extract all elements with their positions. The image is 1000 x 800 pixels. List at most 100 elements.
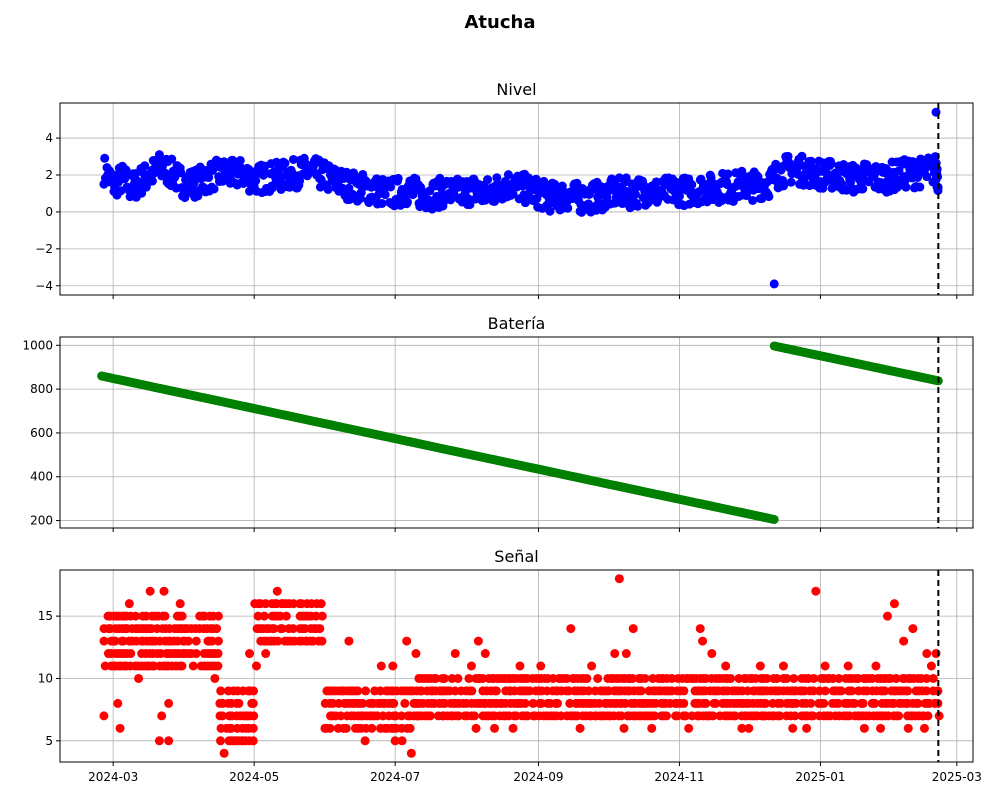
- sparse-point: [466, 661, 476, 671]
- data-point: [923, 711, 933, 721]
- data-point: [760, 698, 770, 708]
- data-point: [701, 698, 711, 708]
- data-point: [633, 201, 643, 211]
- data-point: [517, 181, 527, 191]
- data-point: [769, 514, 779, 524]
- data-point: [248, 723, 258, 733]
- data-point: [922, 172, 932, 182]
- x-tick-label: 2025-01: [795, 770, 845, 784]
- data-point: [932, 164, 942, 174]
- data-point: [913, 698, 923, 708]
- sparse-point: [134, 673, 144, 683]
- data-point: [234, 698, 244, 708]
- sparse-point: [157, 711, 167, 721]
- sparse-point: [450, 649, 460, 659]
- data-point: [439, 673, 449, 683]
- sparse-point: [228, 736, 238, 746]
- data-point: [621, 173, 631, 183]
- data-point: [562, 673, 572, 683]
- data-point: [167, 154, 177, 164]
- sparse-point: [876, 723, 886, 733]
- data-point: [213, 649, 223, 659]
- data-point: [251, 176, 261, 186]
- y-tick-label: 800: [30, 382, 53, 396]
- sparse-point: [219, 748, 229, 758]
- x-tick-label: 2024-09: [513, 770, 563, 784]
- data-point: [467, 686, 477, 696]
- data-point: [876, 178, 886, 188]
- data-point: [253, 611, 263, 621]
- data-point: [708, 711, 718, 721]
- figure-title: Atucha: [464, 12, 536, 33]
- y-axis: 200 400 600 800 1000: [22, 338, 60, 528]
- data-point: [921, 686, 931, 696]
- sparse-point: [473, 636, 483, 646]
- data-point: [636, 686, 646, 696]
- data-point: [435, 173, 445, 183]
- sparse-point: [684, 723, 694, 733]
- sparse-point: [390, 736, 400, 746]
- data-point: [207, 636, 217, 646]
- x-axis: 2024-03 2024-05 2024-07 2024-09 2024-11 2025-…: [88, 762, 982, 784]
- data-point: [402, 197, 412, 207]
- data-point: [520, 698, 530, 708]
- data-point: [317, 611, 327, 621]
- data-point: [687, 180, 697, 190]
- sparse-point: [621, 649, 631, 659]
- data-point: [131, 611, 141, 621]
- data-point: [858, 698, 868, 708]
- y-tick-label: 10: [38, 671, 53, 685]
- sparse-point: [515, 661, 525, 671]
- x-axis: [112, 295, 958, 299]
- data-point: [748, 195, 758, 205]
- sparse-point: [566, 624, 576, 634]
- data-point: [465, 200, 475, 210]
- data-point: [833, 698, 843, 708]
- data-point: [358, 698, 368, 708]
- data-point: [553, 698, 563, 708]
- data-point: [400, 698, 410, 708]
- sparse-point: [480, 649, 490, 659]
- data-point: [380, 190, 390, 200]
- sparse-point: [175, 599, 185, 609]
- data-point: [891, 673, 901, 683]
- sparse-point: [99, 711, 109, 721]
- data-point: [631, 189, 641, 199]
- data-point: [273, 636, 283, 646]
- data-point: [847, 686, 857, 696]
- axes-frame: [59, 569, 974, 763]
- sparse-point: [360, 736, 370, 746]
- data-point: [782, 673, 792, 683]
- sparse-point: [899, 636, 909, 646]
- sparse-point: [272, 586, 282, 596]
- data-point: [730, 711, 740, 721]
- data-point: [640, 673, 650, 683]
- data-point: [249, 686, 259, 696]
- data-point: [213, 661, 223, 671]
- data-point: [213, 636, 223, 646]
- data-point: [779, 180, 789, 190]
- data-point: [826, 159, 836, 169]
- data-point: [584, 686, 594, 696]
- data-point: [454, 711, 464, 721]
- data-point: [503, 170, 513, 180]
- y-tick-label: 0: [45, 205, 53, 219]
- sparse-point: [919, 723, 929, 733]
- data-point: [741, 191, 751, 201]
- data-point: [154, 150, 164, 160]
- sparse-point: [316, 599, 326, 609]
- data-point: [249, 711, 259, 721]
- sparse-point: [154, 736, 164, 746]
- sparse-point: [614, 574, 624, 584]
- sparse-point: [628, 624, 638, 634]
- y-tick-label: −2: [35, 242, 53, 256]
- data-point: [288, 154, 298, 164]
- data-point: [870, 698, 880, 708]
- y-tick-label: −4: [35, 279, 53, 293]
- sparse-point: [376, 661, 386, 671]
- sparse-point: [871, 661, 881, 671]
- sparse-point: [402, 636, 412, 646]
- data-point: [216, 736, 226, 746]
- data-point: [582, 673, 592, 683]
- grid: [60, 337, 973, 528]
